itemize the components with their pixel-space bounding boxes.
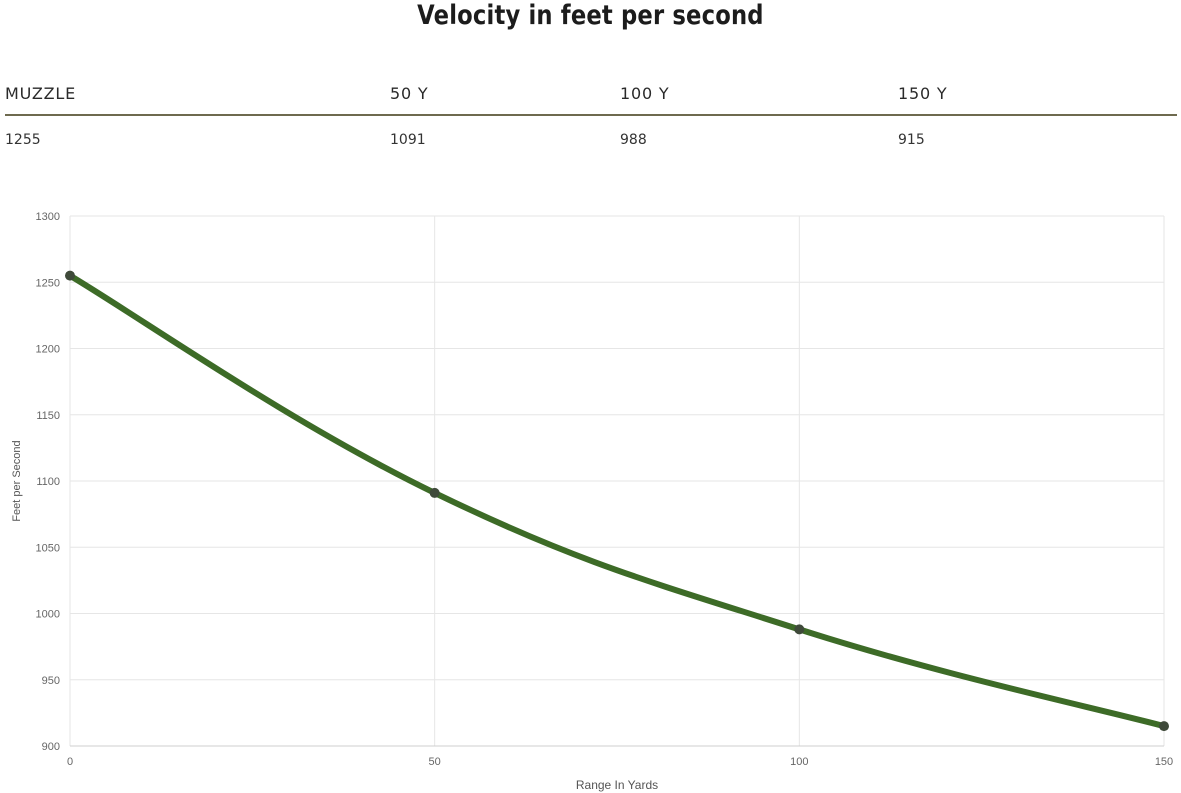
y-tick-label: 1200: [36, 344, 60, 356]
table-header-row: MUZZLE 50 Y 100 Y 150 Y: [5, 80, 1177, 116]
x-tick-label: 100: [790, 756, 808, 768]
y-tick-label: 1300: [36, 211, 60, 223]
y-axis-label: Feet per Second: [11, 440, 23, 521]
data-point[interactable]: [794, 624, 805, 635]
data-point[interactable]: [65, 270, 75, 281]
y-tick-label: 1250: [36, 277, 60, 289]
column-header-muzzle: MUZZLE: [5, 84, 76, 103]
x-tick-label: 0: [67, 756, 73, 768]
y-tick-label: 900: [42, 741, 60, 753]
column-header-150y: 150 Y: [898, 84, 948, 103]
velocity-table: MUZZLE 50 Y 100 Y 150 Y 1255 1091 988 91…: [5, 80, 1177, 156]
cell-muzzle: 1255: [5, 132, 41, 148]
chart-series: [65, 270, 1169, 732]
data-point[interactable]: [429, 487, 440, 498]
chart-grid: [69, 215, 1165, 747]
column-header-50y: 50 Y: [390, 84, 429, 103]
cell-50y: 1091: [390, 132, 426, 148]
x-axis-label: Range In Yards: [576, 778, 658, 792]
page-title: Velocity in feet per second: [417, 0, 764, 31]
data-point[interactable]: [1159, 721, 1169, 732]
x-tick-label: 50: [429, 756, 441, 768]
y-tick-label: 1000: [36, 609, 60, 621]
y-tick-label: 950: [42, 675, 60, 687]
table-row: 1255 1091 988 915: [5, 116, 1177, 156]
column-header-100y: 100 Y: [620, 84, 670, 103]
x-tick-label: 150: [1155, 756, 1173, 768]
y-tick-label: 1100: [36, 476, 60, 488]
chart-ticks: 900 950 1000 1050 1100 1150 1200 1250 1300 0 50 100…: [36, 211, 1174, 768]
y-tick-label: 1050: [36, 542, 60, 554]
velocity-chart: 900 950 1000 1050 1100 1150 1200 1250 1300 0 50 100…: [11, 211, 1174, 792]
y-tick-label: 1150: [36, 410, 60, 422]
velocity-series-line: [67, 272, 1167, 730]
cell-150y: 915: [898, 132, 925, 148]
cell-100y: 988: [620, 132, 647, 148]
